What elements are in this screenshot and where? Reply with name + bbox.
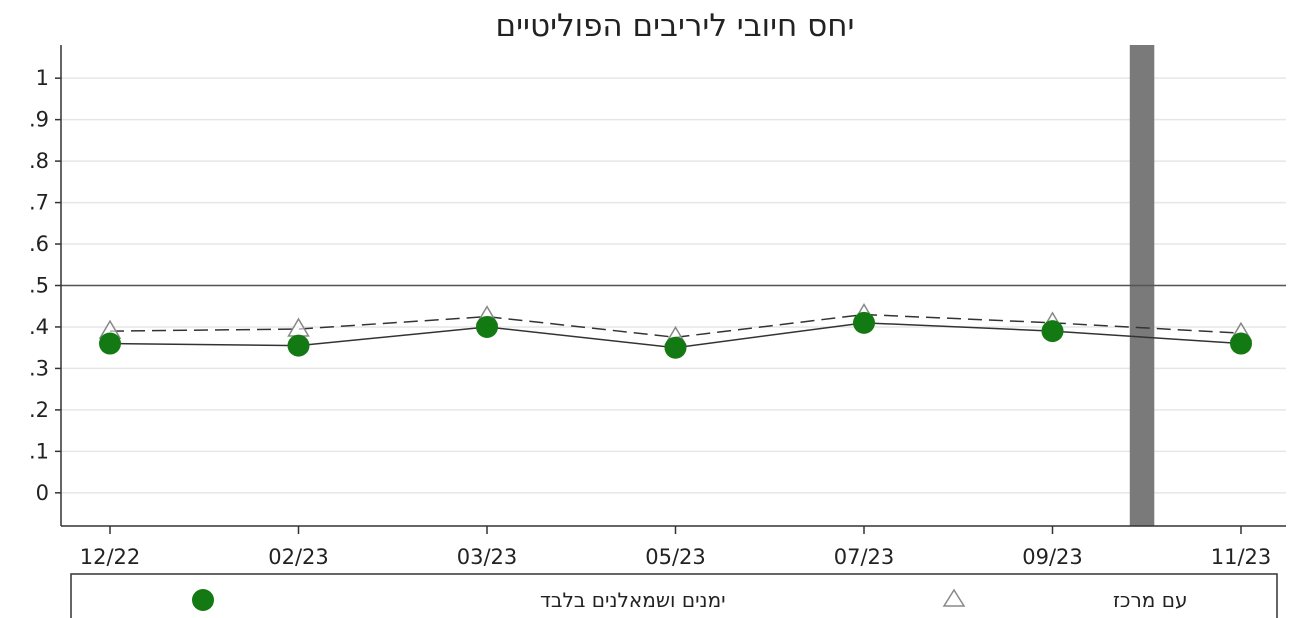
x-tick-label: 09/23 [1022,545,1083,569]
legend-circle-marker [192,589,214,611]
y-axis-ticks: 1 .9 .8 .7 .6 .5 .4 .3 .2 .1 0 [29,66,61,505]
legend-label-with-center: עם מרכז [1113,588,1188,612]
x-axis-ticks: 12/22 02/23 03/23 05/23 07/23 09/23 11/23 [80,526,1272,569]
y-tick-label: .2 [29,398,49,422]
y-tick-label: .3 [29,356,49,380]
y-tick-label: .1 [29,439,49,463]
y-tick-label: .8 [29,149,49,173]
data-point-wing-only [664,336,687,359]
y-tick-label: .7 [29,191,49,215]
y-tick-label: .5 [29,274,49,298]
legend-box [70,573,1278,618]
x-tick-label: 12/22 [80,545,141,569]
x-tick-label: 02/23 [268,545,329,569]
y-tick-label: .6 [29,232,49,256]
y-tick-label: .4 [29,315,49,339]
data-point-wing-only [476,315,498,338]
y-tick-label: 1 [36,66,49,90]
legend-triangle-marker [942,588,966,607]
data-point-wing-only [853,311,875,334]
x-tick-label: 03/23 [457,545,518,569]
y-tick-label: .9 [29,108,49,132]
chart-title: יחס חיובי ליריבים הפוליטיים [496,8,855,44]
data-point-wing-only [1230,332,1252,355]
legend: ימנים ושמאלנים בלבד עם מרכז [70,573,1278,618]
data-point-wing-only [287,334,310,357]
series-layer [98,303,1253,359]
data-point-wing-only [1041,320,1064,343]
legend-label-wing-only: ימנים ושמאלנים בלבד [540,588,726,612]
x-tick-label: 11/23 [1211,545,1272,569]
data-point-wing-only [99,332,121,355]
x-tick-label: 05/23 [645,545,706,569]
x-tick-label: 07/23 [834,545,895,569]
y-tick-label: 0 [36,481,49,505]
